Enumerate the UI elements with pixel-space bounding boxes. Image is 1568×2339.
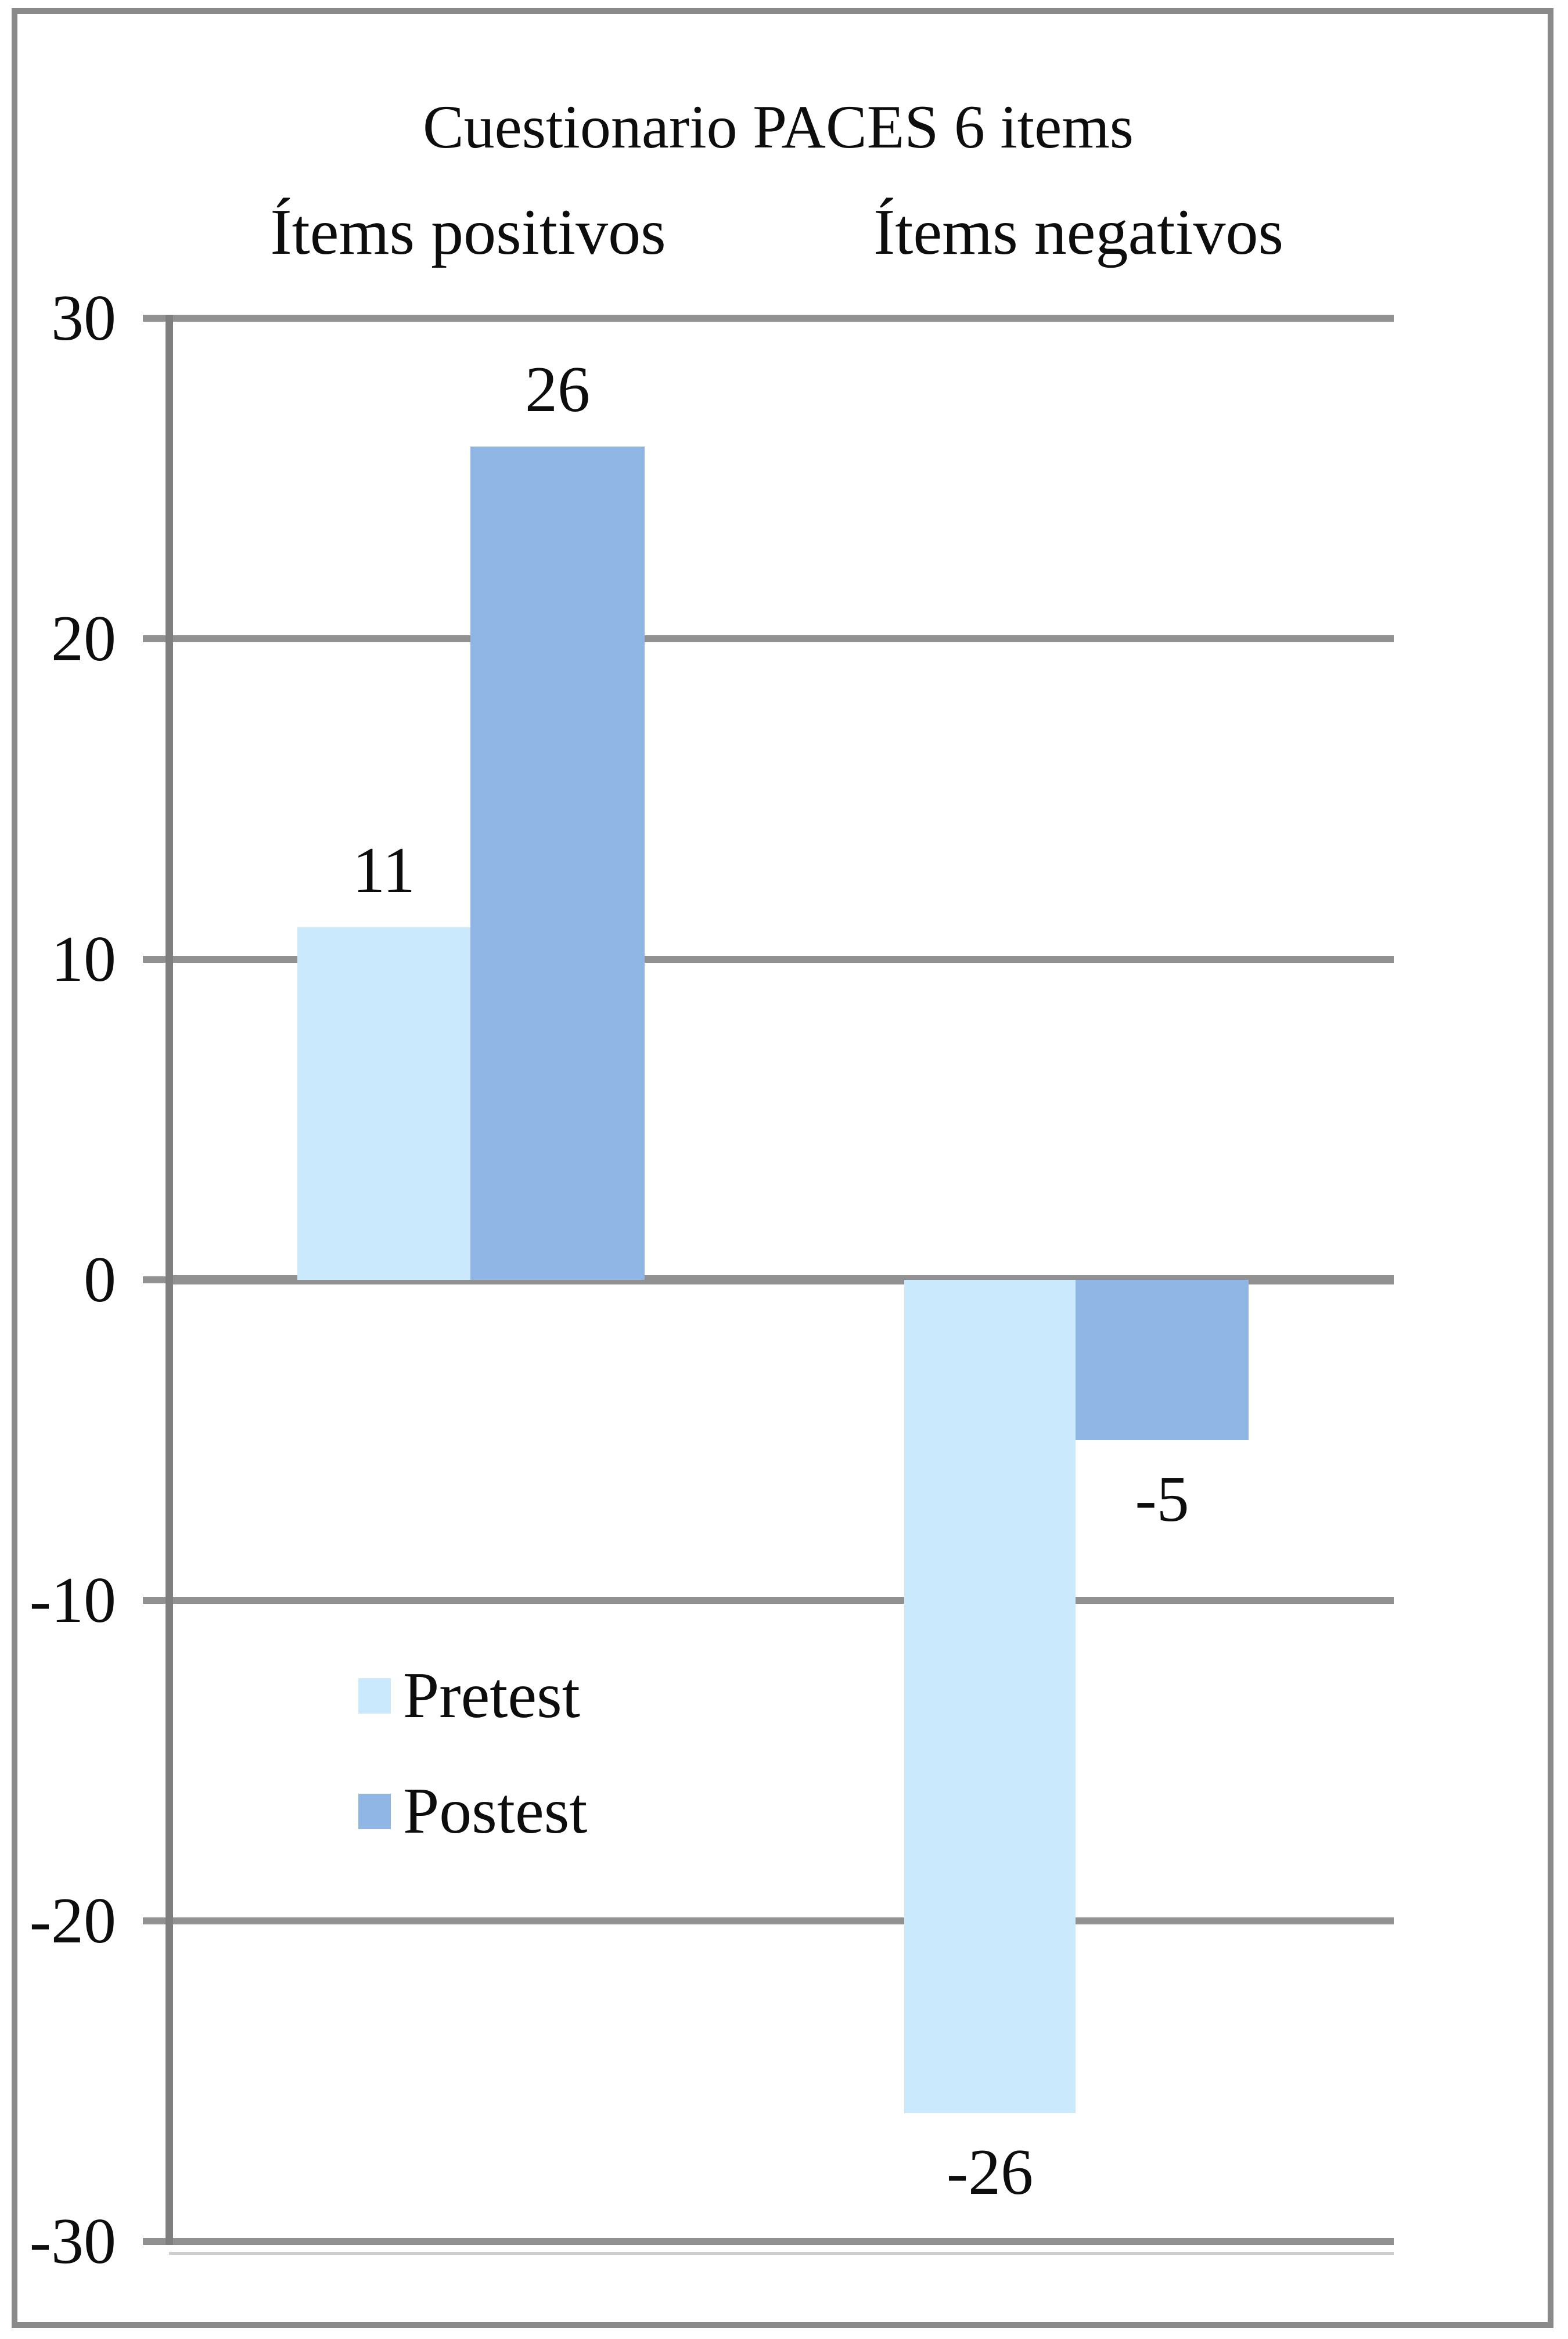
y-tick-label-0: 0 xyxy=(84,1244,116,1316)
data-label-postest-items-negativos: -5 xyxy=(1135,1463,1189,1535)
axis-tick--20 xyxy=(143,1917,172,1924)
category-label-items-negativos: Ítems negativos xyxy=(873,196,1284,268)
legend-swatch-pretest xyxy=(358,1678,391,1714)
gridline-minus30-echo xyxy=(169,2252,1394,2255)
y-axis-line xyxy=(166,315,173,2245)
gridline--30 xyxy=(169,2238,1394,2245)
y-tick-label--10: -10 xyxy=(29,1564,116,1636)
bar-postest-items-positivos xyxy=(470,446,645,1280)
data-label-postest-items-positivos: 26 xyxy=(525,353,590,426)
axis-tick--30 xyxy=(143,2238,172,2245)
axis-tick--10 xyxy=(143,1597,172,1604)
gridline-20 xyxy=(169,635,1394,642)
legend-swatch-postest xyxy=(358,1794,391,1829)
bar-pretest-items-positivos xyxy=(297,927,470,1280)
data-label-pretest-items-negativos: -26 xyxy=(946,2136,1034,2209)
y-tick-label--20: -20 xyxy=(29,1885,116,1957)
axis-tick-20 xyxy=(143,635,172,642)
y-tick-label--30: -30 xyxy=(29,2205,116,2277)
y-tick-label-10: 10 xyxy=(51,923,116,995)
y-tick-label-20: 20 xyxy=(51,603,116,675)
legend-label-pretest: Pretest xyxy=(403,1660,580,1732)
chart-title: Cuestionario PACES 6 items xyxy=(422,93,1134,161)
axis-tick-0 xyxy=(143,1276,172,1283)
gridline--20 xyxy=(169,1917,1394,1924)
axis-tick-30 xyxy=(143,315,172,322)
gridline--10 xyxy=(169,1597,1394,1604)
category-label-items-positivos: Ítems positivos xyxy=(270,196,666,268)
figure-border xyxy=(12,8,1553,2328)
gridline-30 xyxy=(169,315,1394,322)
bar-pretest-items-negativos xyxy=(904,1280,1076,2114)
axis-tick-10 xyxy=(143,956,172,963)
legend-label-postest: Postest xyxy=(403,1775,588,1847)
bar-postest-items-negativos xyxy=(1076,1280,1249,1440)
y-tick-label-30: 30 xyxy=(51,282,116,354)
data-label-pretest-items-positivos: 11 xyxy=(353,834,415,906)
